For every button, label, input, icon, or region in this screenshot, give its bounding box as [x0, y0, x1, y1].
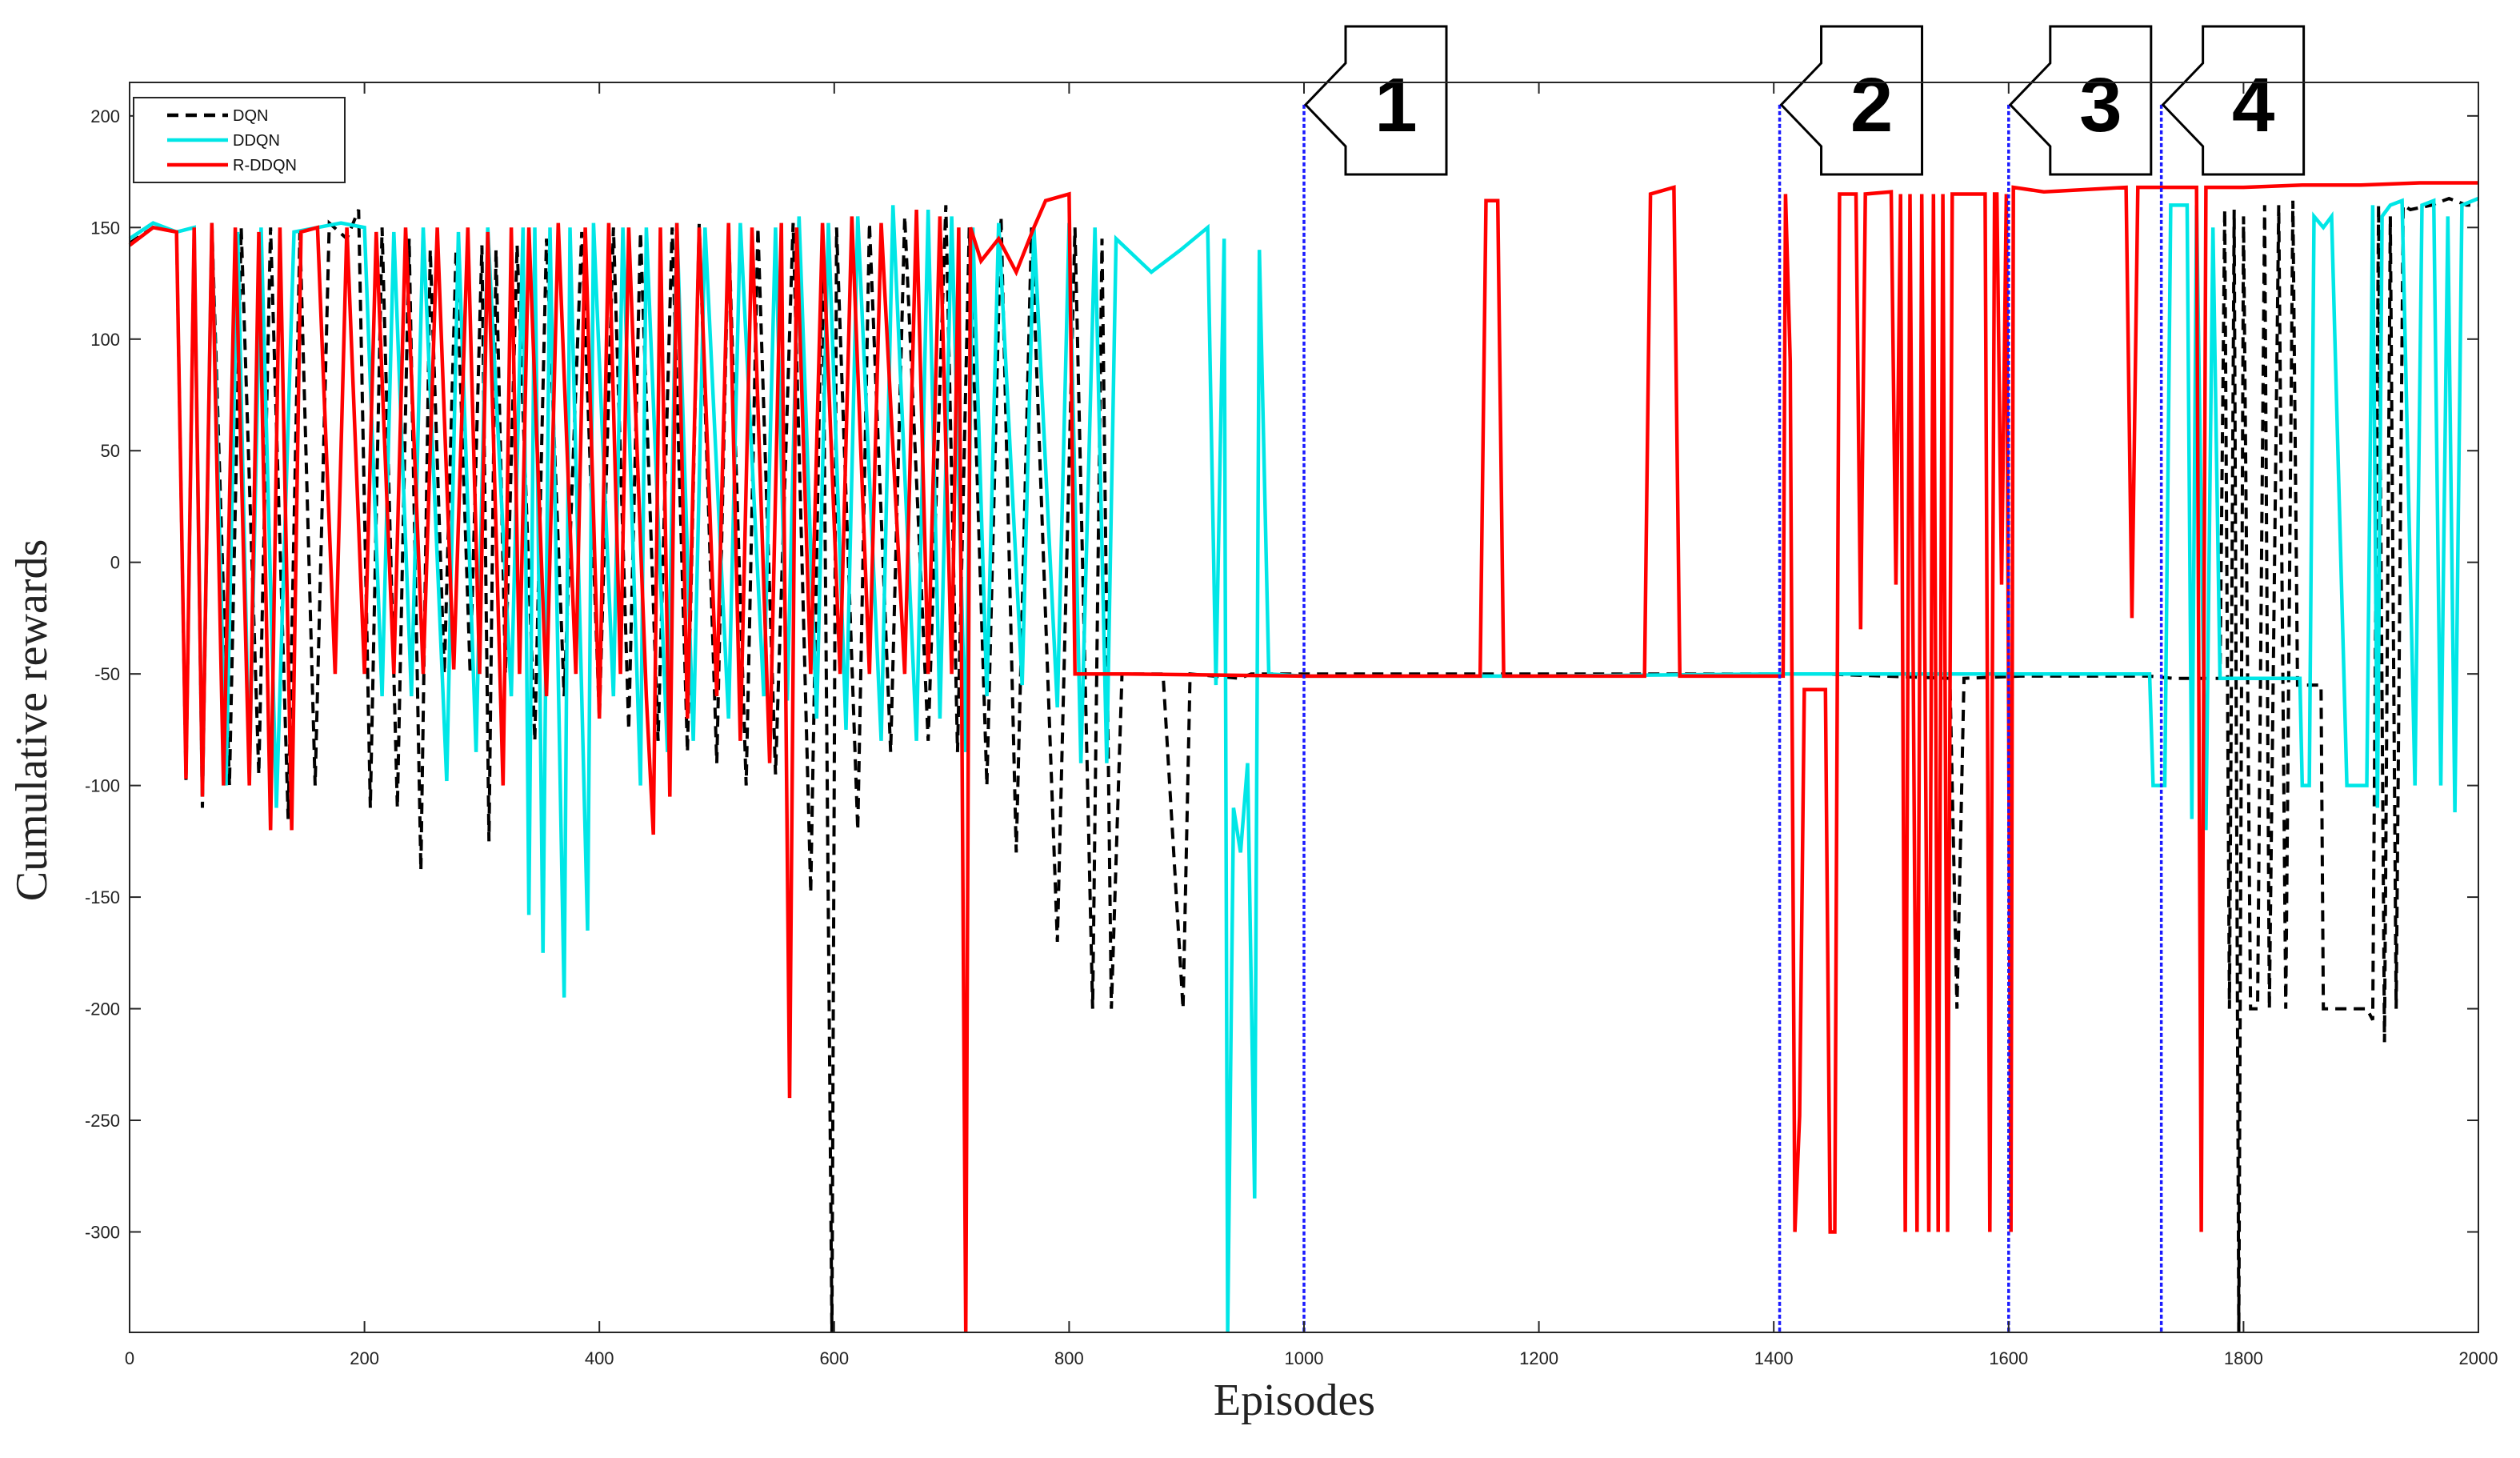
marker-label-4: 4: [2232, 62, 2274, 148]
marker-label-3: 3: [2079, 62, 2122, 148]
axes-layer: 0 200 400 600 800 1000 1200 1400 1600 1800 2000200…: [85, 82, 2498, 1368]
x-tick-label: 1800: [2224, 1348, 2263, 1368]
marker-callout-3: [2008, 25, 2153, 176]
x-tick-label: 1400: [1754, 1348, 1794, 1368]
y-tick-label: -100: [85, 776, 120, 796]
marker-callout-4: [2161, 25, 2306, 176]
y-axis-label: Cumulative rewards: [7, 539, 57, 902]
x-tick-label: 200: [350, 1348, 379, 1368]
x-tick-label: 1200: [1519, 1348, 1558, 1368]
x-tick-label: 800: [1054, 1348, 1084, 1368]
y-tick-label: 50: [101, 441, 120, 461]
y-tick-label: -200: [85, 999, 120, 1019]
y-tick-label: -50: [94, 664, 120, 684]
y-tick-label: -250: [85, 1111, 120, 1131]
x-tick-label: 1000: [1285, 1348, 1324, 1368]
y-tick-label: -300: [85, 1222, 120, 1242]
y-tick-label: 0: [110, 553, 120, 573]
y-tick-label: 200: [90, 106, 120, 126]
series-line-r-ddqn: [128, 181, 2478, 1333]
y-tick-label: 150: [90, 218, 120, 238]
marker-label-1: 1: [1374, 62, 1417, 148]
marker-label-2: 2: [1850, 62, 1893, 148]
y-tick-label: 100: [90, 330, 120, 350]
x-tick-label: 400: [585, 1348, 614, 1368]
legend-label-dqn: DQN: [233, 107, 268, 125]
y-tick-label: -150: [85, 887, 120, 907]
series-line-dqn: [128, 196, 2478, 1333]
marker-callout-2: [1779, 25, 1924, 176]
x-tick-label: 0: [125, 1348, 134, 1368]
legend: DQN DDQN R-DDQN: [133, 97, 346, 183]
series-layer: [128, 181, 2479, 1333]
x-tick-label: 600: [819, 1348, 849, 1368]
x-axis-label: Episodes: [1214, 1376, 1375, 1425]
marker-layer: 1 2 3 4: [1302, 25, 2306, 1332]
x-tick-label: 2000: [2459, 1348, 2498, 1368]
marker-callout-1: [1303, 25, 1448, 176]
x-tick-label: 1600: [1989, 1348, 2028, 1368]
legend-label-ddqn: DDQN: [233, 132, 280, 150]
legend-label-r-ddqn: R-DDQN: [233, 157, 297, 174]
